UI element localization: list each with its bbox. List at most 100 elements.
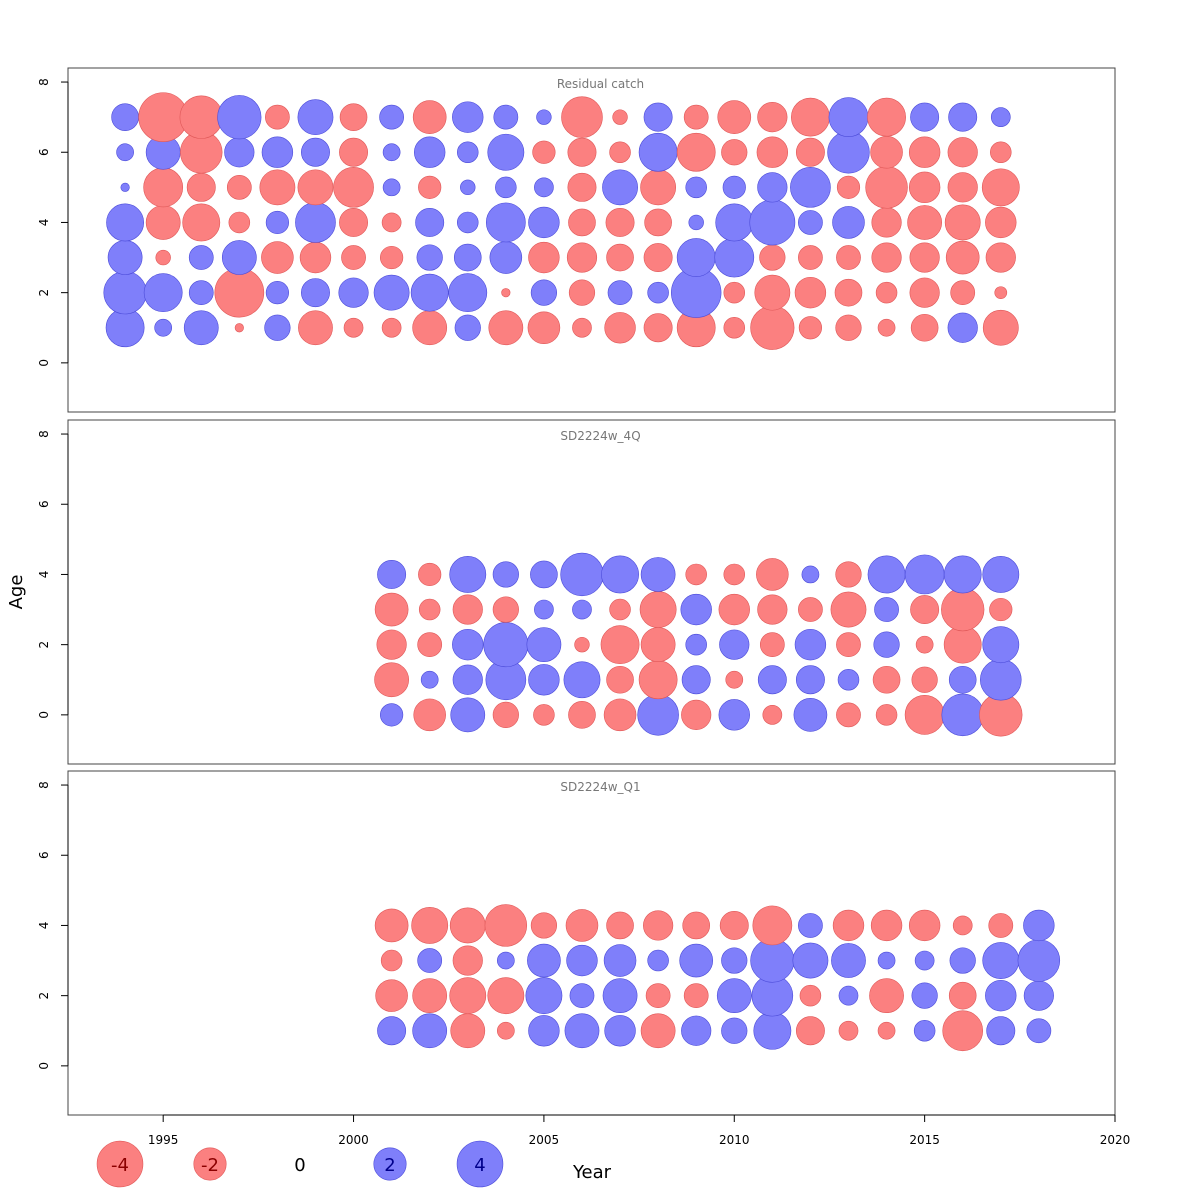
residual-bubble [722, 175, 746, 199]
residual-bubble [339, 137, 369, 167]
residual-bubble [870, 909, 903, 942]
residual-bubble [908, 909, 941, 942]
residual-bubble [489, 241, 523, 274]
residual-bubble [986, 1016, 1016, 1046]
residual-bubble [757, 102, 788, 133]
residual-bubble [910, 595, 940, 625]
panel-2: SD2224w_4Q 0 2 4 6 8 [37, 419, 1116, 765]
bubbles [103, 92, 1020, 350]
residual-bubble [182, 203, 221, 242]
residual-bubble [836, 175, 861, 199]
residual-bubble [602, 169, 638, 206]
residual-bubble [721, 1017, 748, 1044]
residual-bubble [871, 242, 902, 273]
residual-bubble [339, 207, 369, 237]
residual-bubble [607, 280, 633, 306]
residual-bubble [413, 698, 446, 732]
residual-bubble [685, 633, 707, 656]
residual-bubble [485, 202, 526, 243]
residual-bubble [563, 661, 601, 699]
residual-bubble [338, 277, 369, 308]
residual-bubble [681, 1015, 712, 1046]
residual-bubble [120, 182, 130, 192]
residual-bubble [221, 240, 257, 275]
residual-bubble [602, 978, 638, 1014]
residual-bubble [721, 139, 748, 166]
residual-bubble [944, 204, 981, 241]
residual-bubble [914, 950, 935, 971]
residual-bubble [381, 317, 402, 338]
legend-item: -2 [193, 1147, 227, 1181]
residual-bubble [226, 174, 252, 200]
residual-bubble [501, 288, 511, 298]
residual-bubble [411, 907, 449, 944]
residual-bubble [643, 910, 674, 941]
residual-bubble [265, 281, 289, 305]
residual-bubble [911, 982, 938, 1009]
residual-bubble [527, 311, 561, 345]
residual-bubble [795, 137, 825, 167]
residual-bubble [791, 97, 830, 137]
residual-bubble [988, 913, 1014, 938]
residual-bubble [228, 211, 251, 234]
residual-bubble [640, 169, 677, 206]
residual-bubble [639, 591, 677, 628]
residual-bubble [609, 598, 631, 621]
residual-bubble [798, 245, 823, 270]
residual-bubble [116, 143, 134, 162]
legend-label: -4 [111, 1155, 129, 1176]
residual-bubble [828, 97, 869, 138]
residual-bubble [186, 172, 216, 202]
bubbles [374, 904, 1061, 1052]
residual-bubble [374, 592, 409, 627]
residual-bubble [981, 168, 1020, 207]
residual-bubble [449, 977, 487, 1015]
residual-bubble [484, 904, 528, 947]
residual-bubble [377, 559, 407, 589]
residual-bubble [873, 631, 900, 658]
residual-bubble [759, 632, 785, 658]
residual-bubble [832, 909, 865, 942]
residual-bubble [759, 244, 786, 271]
residual-bubble [947, 172, 978, 203]
residual-bubble [410, 273, 449, 312]
residual-bubble [412, 978, 448, 1014]
residual-bubble [530, 912, 558, 939]
residual-bubble [382, 143, 401, 162]
residual-bubble [640, 557, 676, 592]
residual-bubble [835, 314, 862, 341]
y-tick-label: 0 [37, 359, 51, 367]
residual-bubble [913, 1019, 936, 1042]
residual-bubble [450, 697, 486, 733]
residual-bubble [790, 167, 831, 208]
residual-bubble [492, 561, 519, 588]
residual-bubble [869, 978, 904, 1014]
residual-bubble [382, 178, 401, 197]
residual-bubble [637, 694, 679, 736]
residual-bubble [418, 175, 442, 199]
residual-bubble [493, 104, 519, 130]
residual-bubble [941, 693, 984, 737]
residual-bubble [982, 942, 1020, 979]
residual-bubble [298, 310, 333, 346]
panels: Residual catch02468SD2224w_4Q02468SD2224… [37, 67, 1116, 1116]
residual-bubble [757, 172, 788, 203]
residual-bubble [528, 1015, 560, 1047]
residual-bubble [681, 665, 711, 695]
residual-bubble [496, 1021, 515, 1040]
residual-bubble [714, 237, 755, 278]
residual-bubble [343, 317, 364, 338]
residual-bubble [676, 238, 716, 277]
y-tick-label: 2 [37, 641, 51, 649]
residual-bubble [945, 240, 980, 275]
residual-bubble [265, 104, 290, 130]
residual-bubble [145, 205, 181, 240]
residual-bubble [495, 176, 517, 199]
residual-bubble [688, 214, 704, 231]
y-tick-label: 2 [37, 289, 51, 297]
residual-bubble [685, 176, 707, 199]
x-tick-label: 2020 [1100, 1133, 1131, 1147]
residual-bubble [644, 208, 672, 237]
residual-bubble [568, 701, 596, 729]
x-tick-label: 2005 [529, 1133, 560, 1147]
